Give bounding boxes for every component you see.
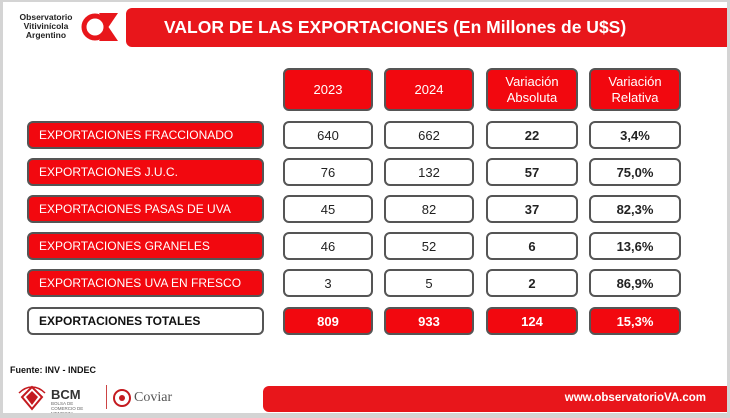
column-header-2023: 2023 — [283, 68, 373, 111]
logo-text: Observatorio Vitivinícola Argentino — [11, 13, 81, 40]
table-cell: 57 — [486, 158, 578, 186]
total-cell: 15,3% — [589, 307, 681, 335]
table-cell: 82,3% — [589, 195, 681, 223]
footer-bar: www.observatorioVA.com — [263, 386, 727, 412]
table-cell: 75,0% — [589, 158, 681, 186]
column-header-label: 2023 — [313, 81, 343, 97]
column-header-label: Absoluta — [506, 89, 558, 105]
column-header-variacion-relativa: Variación Relativa — [589, 68, 681, 111]
coviar-label: Coviar — [134, 390, 173, 405]
row-label-fraccionado: EXPORTACIONES FRACCIONADO — [27, 121, 264, 149]
row-label-uva-en-fresco: EXPORTACIONES UVA EN FRESCO — [27, 269, 264, 297]
row-label-graneles: EXPORTACIONES GRANELES — [27, 232, 264, 260]
total-cell: 124 — [486, 307, 578, 335]
table-cell: 86,9% — [589, 269, 681, 297]
table-cell: 22 — [486, 121, 578, 149]
total-cell: 933 — [384, 307, 474, 335]
header-bar: VALOR DE LAS EXPORTACIONES (En Millones … — [126, 8, 727, 47]
table-cell: 5 — [384, 269, 474, 297]
table-cell: 662 — [384, 121, 474, 149]
row-label-juc: EXPORTACIONES J.U.C. — [27, 158, 264, 186]
coviar-logo-icon — [113, 389, 131, 407]
table-cell: 45 — [283, 195, 373, 223]
table-cell: 76 — [283, 158, 373, 186]
table-cell: 13,6% — [589, 232, 681, 260]
slide: Observatorio Vitivinícola Argentino VALO… — [3, 2, 727, 413]
row-label-pasas-de-uva: EXPORTACIONES PASAS DE UVA — [27, 195, 264, 223]
bcm-label: BCM — [51, 387, 81, 402]
observatorio-logo: Observatorio Vitivinícola Argentino — [5, 7, 127, 47]
table-cell: 640 — [283, 121, 373, 149]
total-cell: 809 — [283, 307, 373, 335]
table-cell: 6 — [486, 232, 578, 260]
column-header-variacion-absoluta: Variación Absoluta — [486, 68, 578, 111]
table-cell: 3,4% — [589, 121, 681, 149]
column-header-label: Variación — [505, 73, 559, 89]
bcm-logo-icon — [18, 385, 46, 411]
table-cell: 2 — [486, 269, 578, 297]
column-header-label: 2024 — [414, 81, 444, 97]
table-cell: 52 — [384, 232, 474, 260]
logo-mark-icon — [81, 13, 118, 41]
website-link[interactable]: www.observatorioVA.com — [564, 392, 706, 404]
source-note: Fuente: INV - INDEC — [10, 365, 97, 375]
column-header-2024: 2024 — [384, 68, 474, 111]
table-cell: 82 — [384, 195, 474, 223]
footer-divider — [106, 385, 107, 409]
logo-line-3: Argentino — [25, 30, 67, 40]
table-cell: 37 — [486, 195, 578, 223]
logo-line-2: Vitivinícola — [23, 21, 69, 31]
column-header-label: Relativa — [611, 89, 659, 105]
table-cell: 3 — [283, 269, 373, 297]
logo-line-1: Observatorio — [19, 12, 73, 22]
row-label-totales: EXPORTACIONES TOTALES — [27, 307, 264, 335]
footer-logos: BCM BOLSA DE COMERCIO DE MENDOZA Coviar — [17, 383, 217, 413]
page-title: VALOR DE LAS EXPORTACIONES (En Millones … — [164, 17, 627, 37]
column-header-label: Variación — [608, 73, 662, 89]
table-cell: 132 — [384, 158, 474, 186]
bcm-sublabel: BOLSA DE COMERCIO DE MENDOZA — [51, 401, 84, 413]
table-cell: 46 — [283, 232, 373, 260]
